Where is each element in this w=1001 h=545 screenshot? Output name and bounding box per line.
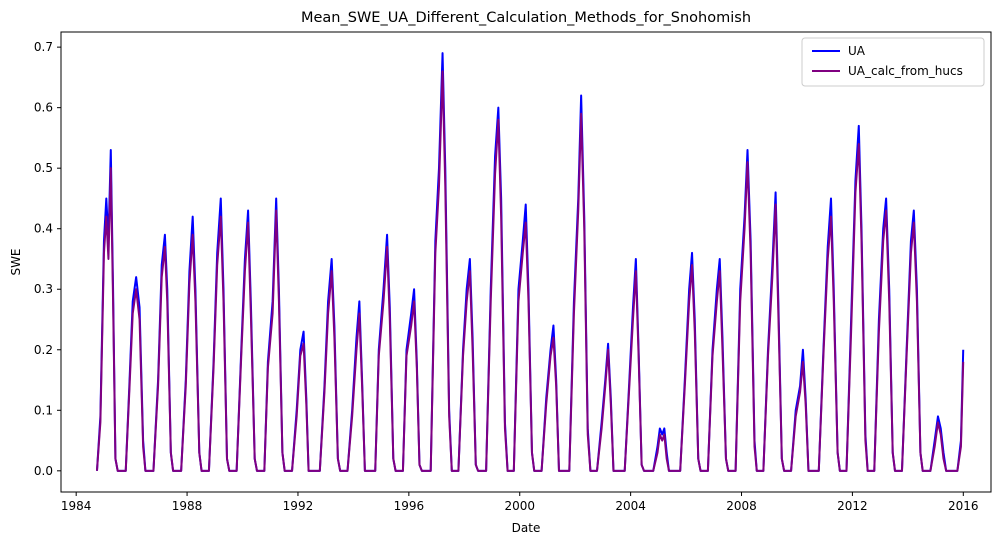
x-tick-label: 2004 — [615, 499, 646, 513]
series-line-ua-calc-from-hucs — [95, 70, 965, 472]
plot-frame — [60, 31, 992, 493]
chart-title: Mean_SWE_UA_Different_Calculation_Method… — [301, 10, 751, 26]
y-tick-label: 0.6 — [34, 101, 53, 115]
legend-label-ua: UA — [848, 44, 866, 58]
x-tick-label: 2016 — [948, 499, 979, 513]
y-tick-label: 0.4 — [34, 222, 53, 236]
y-tick-label: 0.7 — [34, 40, 53, 54]
y-tick-label: 0.0 — [34, 464, 53, 478]
x-tick-label: 2008 — [726, 499, 757, 513]
legend: UA UA_calc_from_hucs — [801, 37, 985, 87]
series-layer — [95, 52, 965, 472]
y-tick-label: 0.1 — [34, 403, 53, 417]
y-tick-label: 0.5 — [34, 161, 53, 175]
x-tick-label: 2012 — [837, 499, 868, 513]
y-tick-label: 0.2 — [34, 343, 53, 357]
legend-label-ua-calc-from-hucs: UA_calc_from_hucs — [848, 64, 963, 78]
x-tick-label: 2000 — [504, 499, 535, 513]
y-axis: 0.0 0.1 0.2 0.3 0.4 0.5 0.6 0.7 — [34, 40, 61, 478]
x-tick-label: 1984 — [61, 499, 92, 513]
x-tick-label: 1996 — [394, 499, 425, 513]
y-tick-label: 0.3 — [34, 282, 53, 296]
legend-box — [801, 37, 985, 87]
y-axis-label: SWE — [9, 248, 23, 275]
x-tick-label: 1992 — [283, 499, 314, 513]
x-axis-label: Date — [512, 521, 541, 535]
x-tick-label: 1988 — [172, 499, 203, 513]
x-axis: 1984 1988 1992 1996 2000 2004 2008 2012 2016 — [61, 492, 979, 513]
